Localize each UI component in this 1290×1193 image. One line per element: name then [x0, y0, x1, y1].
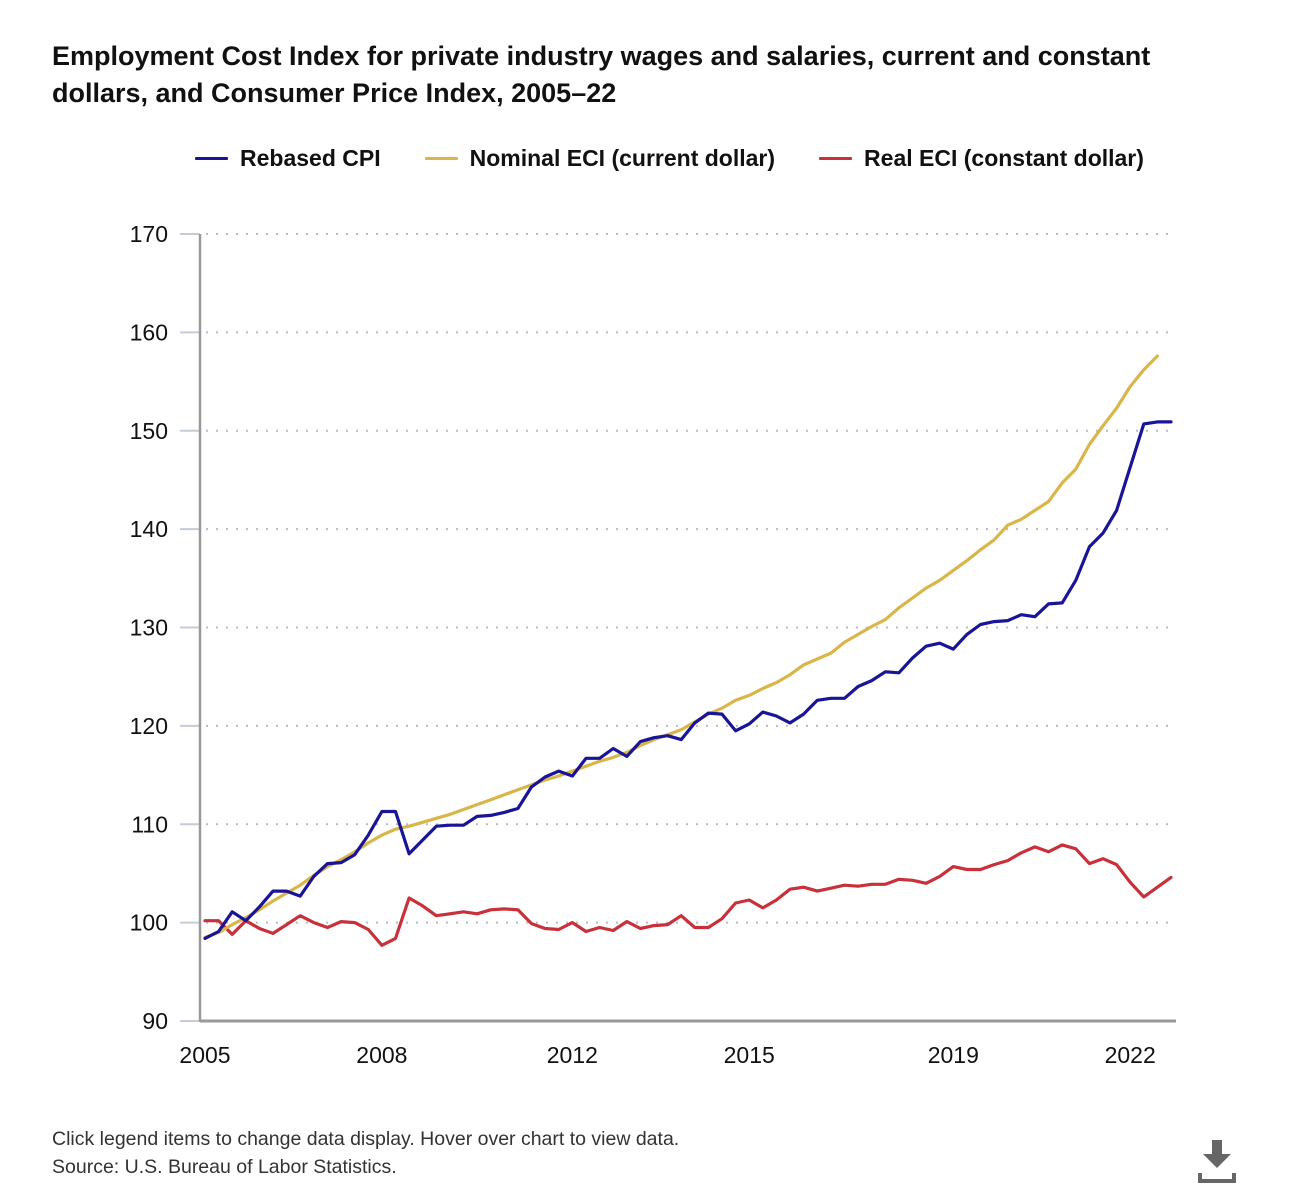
x-tick-label: 2022 [1105, 1042, 1156, 1068]
chart-footer: Click legend items to change data displa… [52, 1125, 679, 1181]
legend-label-rebased-cpi: Rebased CPI [240, 144, 381, 171]
footer-source: Source: U.S. Bureau of Labor Statistics. [52, 1156, 397, 1178]
footer-instructions: Click legend items to change data displa… [52, 1128, 680, 1150]
legend-item-nominal-eci[interactable]: Nominal ECI (current dollar) [424, 144, 776, 172]
legend-label-real-eci: Real ECI (constant dollar) [864, 144, 1144, 171]
download-button[interactable] [1196, 1138, 1238, 1184]
x-tick-label: 2008 [356, 1042, 407, 1068]
series-lines [203, 354, 1173, 947]
legend-item-rebased-cpi[interactable]: Rebased CPI [195, 145, 381, 172]
y-tick-label: 160 [130, 319, 168, 345]
x-axis: 2005 2008 2012 2015 2019 2022 [179, 1019, 1176, 1068]
series-line-rebased-cpi[interactable] [203, 420, 1173, 941]
legend-swatch-real-eci [819, 156, 853, 160]
legend-label-nominal-eci: Nominal ECI (current dollar) [469, 144, 776, 171]
x-tick-label: 2019 [928, 1042, 979, 1068]
chart-title: Employment Cost Index for private indust… [52, 41, 1151, 108]
series-line-nominal-eci[interactable] [203, 354, 1160, 940]
y-tick-label: 100 [130, 910, 168, 936]
legend-swatch-rebased-cpi [195, 156, 228, 160]
legend-item-real-eci[interactable]: Real ECI (constant dollar) [819, 145, 1144, 172]
download-icon [1198, 1140, 1236, 1183]
gridlines [206, 233, 1176, 924]
y-tick-label: 110 [131, 811, 168, 837]
y-tick-label: 90 [142, 1008, 168, 1034]
y-tick-label: 140 [130, 516, 168, 542]
x-tick-label: 2015 [724, 1042, 775, 1068]
y-tick-label: 150 [130, 418, 168, 444]
legend-swatch-nominal-eci [424, 156, 458, 160]
y-tick-label: 170 [130, 221, 168, 247]
series-line-real-eci[interactable] [203, 843, 1173, 947]
y-tick-label: 130 [130, 615, 168, 641]
x-tick-label: 2005 [179, 1042, 230, 1068]
chart-legend: Rebased CPI Nominal ECI (current dollar)… [195, 142, 1144, 174]
y-axis: 90 100 110 120 130 140 150 160 170 [130, 221, 202, 1034]
x-tick-label: 2012 [547, 1042, 598, 1068]
y-tick-label: 120 [130, 713, 168, 739]
